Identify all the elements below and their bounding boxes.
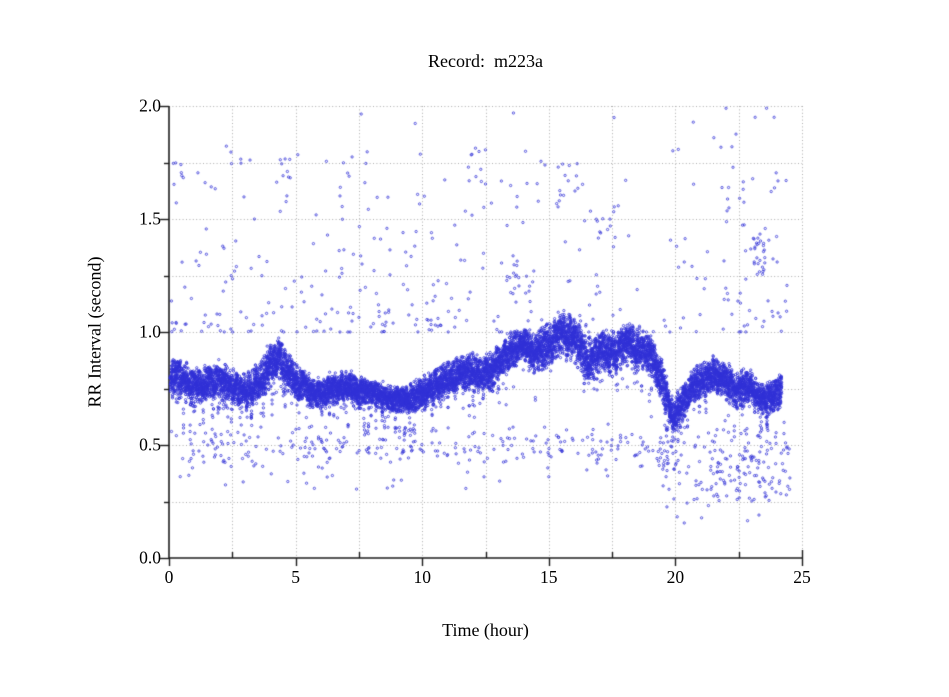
- y-tick-label: 2.0: [139, 95, 161, 116]
- y-axis-title: RR Interval (second): [84, 256, 105, 408]
- chart-title: Record: m223a: [428, 51, 543, 71]
- x-tick-label: 0: [164, 567, 174, 587]
- x-tick-label: 20: [666, 567, 685, 587]
- y-tick-label: 1.5: [139, 208, 161, 229]
- y-tick-label: 1.0: [139, 321, 161, 342]
- y-tick-label: 0.0: [139, 547, 161, 568]
- x-axis-title: Time (hour): [442, 620, 529, 640]
- x-tick-label: 5: [291, 567, 300, 587]
- x-tick-label: 25: [793, 567, 811, 587]
- x-tick-label: 15: [540, 567, 558, 587]
- y-tick-label: 0.5: [139, 434, 161, 455]
- x-tick-label: 10: [413, 567, 431, 587]
